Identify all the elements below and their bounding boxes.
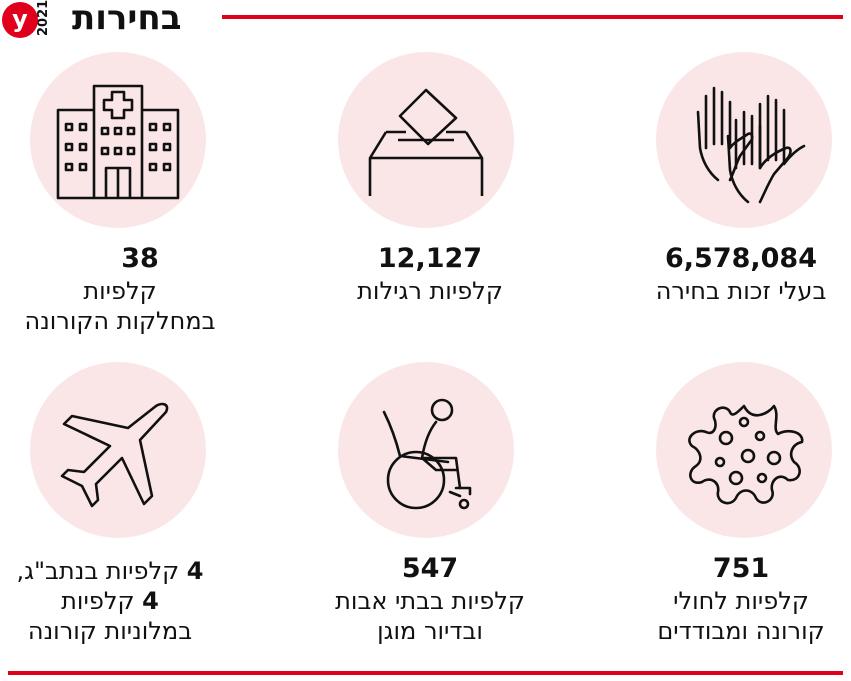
stat-label-line-2: קורונה ומבודדים bbox=[657, 617, 825, 645]
stat-label-line-2: 4 קלפיות bbox=[0, 586, 260, 616]
stat-value: 12,127 bbox=[377, 243, 483, 274]
footer-rule bbox=[8, 671, 843, 675]
stat-value-airport: 4 bbox=[186, 557, 204, 585]
page-title: בחירות bbox=[72, 0, 182, 38]
stat-value-hotels: 4 bbox=[142, 587, 159, 615]
stat-label-line-2: ובדיור מוגן bbox=[377, 617, 483, 645]
airplane-icon bbox=[30, 362, 206, 538]
wheelchair-icon bbox=[338, 362, 514, 538]
stat-value: 6,578,084 bbox=[664, 243, 818, 274]
virus-icon bbox=[656, 362, 832, 538]
stat-label-line-1: 4 קלפיות בנתב"ג, bbox=[0, 556, 260, 586]
stat-label-line-3: במלוניות קורונה bbox=[27, 617, 193, 645]
ballot-box-icon bbox=[338, 52, 514, 228]
raised-hands-icon bbox=[656, 52, 832, 228]
hospital-icon bbox=[30, 52, 206, 228]
stat-label-text: קלפיות bbox=[61, 587, 135, 615]
header-year: 2021 bbox=[36, 0, 51, 36]
stat-label-line-1: בעלי זכות בחירה bbox=[655, 277, 827, 305]
header-rule bbox=[222, 15, 843, 19]
stat-label-line-1: קלפיות bbox=[83, 277, 157, 305]
stat-value: 751 bbox=[712, 553, 770, 584]
stat-label-line-2: במחלקות הקורונה bbox=[24, 307, 216, 335]
stat-value: 38 bbox=[121, 243, 159, 274]
stat-label-line-1: קלפיות רגילות bbox=[357, 277, 503, 305]
logo-letter: y bbox=[12, 5, 28, 33]
stat-label-line-1: קלפיות בבתי אבות bbox=[335, 587, 525, 615]
header: בחירות 2021 y bbox=[0, 0, 851, 46]
stat-value: 547 bbox=[401, 553, 459, 584]
stat-label-line-1: קלפיות לחולי bbox=[673, 587, 809, 615]
stat-label-text: קלפיות בנתב"ג, bbox=[16, 557, 180, 585]
ynet-logo: y bbox=[2, 2, 38, 38]
